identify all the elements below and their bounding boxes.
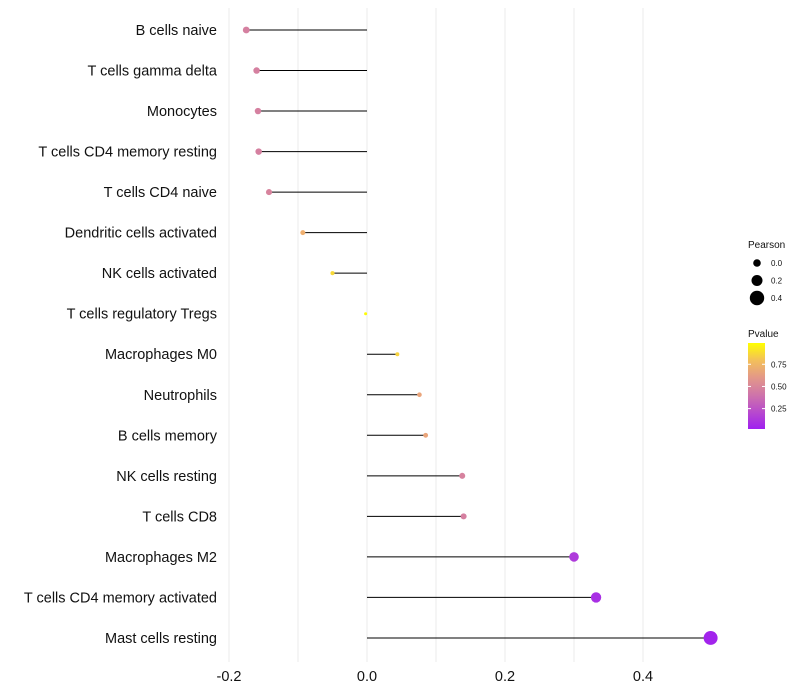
dot-t-cells-cd4-memory-resting <box>255 148 262 155</box>
category-label: Macrophages M2 <box>105 550 217 566</box>
color-legend-title: Pvalue <box>748 329 779 340</box>
dot-neutrophils <box>417 392 422 398</box>
category-label: NK cells resting <box>116 469 217 485</box>
category-label: NK cells activated <box>102 266 217 282</box>
dot-nk-cells-resting <box>459 472 466 479</box>
category-label: Monocytes <box>147 104 217 120</box>
dot-dendritic-cells-activated <box>300 230 306 236</box>
dot-nk-cells-activated <box>330 271 335 276</box>
category-label: Macrophages M0 <box>105 347 217 363</box>
category-label: T cells CD4 memory resting <box>38 145 217 161</box>
category-label: T cells CD4 memory activated <box>24 590 217 606</box>
size-legend-key <box>749 290 765 306</box>
dots <box>242 26 718 645</box>
category-labels: B cells naive T cells gamma delta Monocyte… <box>24 23 218 647</box>
color-legend-label: 0.25 <box>771 405 787 414</box>
size-legend-title: Pearson <box>748 240 785 251</box>
dot-t-cells-cd4-naive <box>265 189 273 196</box>
category-label: Neutrophils <box>144 388 217 404</box>
category-label: T cells regulatory Tregs <box>67 307 217 323</box>
dot-b-cells-memory <box>423 432 429 438</box>
category-label: Mast cells resting <box>105 631 217 647</box>
x-tick-labels: -0.2 0.0 0.2 0.4 <box>217 669 654 685</box>
x-tick-label: 0.2 <box>495 669 515 685</box>
dot-macrophages-m0 <box>395 352 400 357</box>
dot-b-cells-naive <box>242 26 250 34</box>
size-legend-key <box>753 259 761 267</box>
color-legend-label: 0.50 <box>771 382 787 391</box>
color-legend-label: 0.75 <box>771 360 787 369</box>
dot-macrophages-m2 <box>569 552 579 562</box>
category-label: Dendritic cells activated <box>65 226 217 242</box>
size-legend-label: 0.0 <box>771 259 783 268</box>
category-label: T cells CD8 <box>142 509 217 525</box>
color-bar <box>748 343 765 429</box>
size-legend-key <box>751 275 763 286</box>
grid-lines <box>228 8 644 662</box>
dot-monocytes <box>254 107 262 115</box>
dot-t-cells-gamma-delta <box>253 67 260 74</box>
dot-mast-cells-resting <box>703 630 718 645</box>
x-tick-label: 0.0 <box>357 669 377 685</box>
x-tick-label: 0.4 <box>633 669 653 685</box>
category-label: T cells gamma delta <box>88 64 218 80</box>
x-tick-label: -0.2 <box>217 669 242 685</box>
size-legend-label: 0.4 <box>771 294 783 303</box>
category-label: B cells naive <box>136 23 217 39</box>
dot-t-cells-cd4-memory-activated <box>590 592 602 603</box>
category-label: B cells memory <box>118 428 218 444</box>
segments <box>246 29 711 639</box>
size-legend-label: 0.2 <box>771 277 783 286</box>
dot-t-cells-regulatory-tregs <box>364 312 368 316</box>
dot-t-cells-cd8 <box>460 513 467 520</box>
category-label: T cells CD4 naive <box>104 185 217 201</box>
legend: Pearson 0.0 0.2 0.4 Pvalue 0.75 0.50 0.25 <box>748 240 787 429</box>
